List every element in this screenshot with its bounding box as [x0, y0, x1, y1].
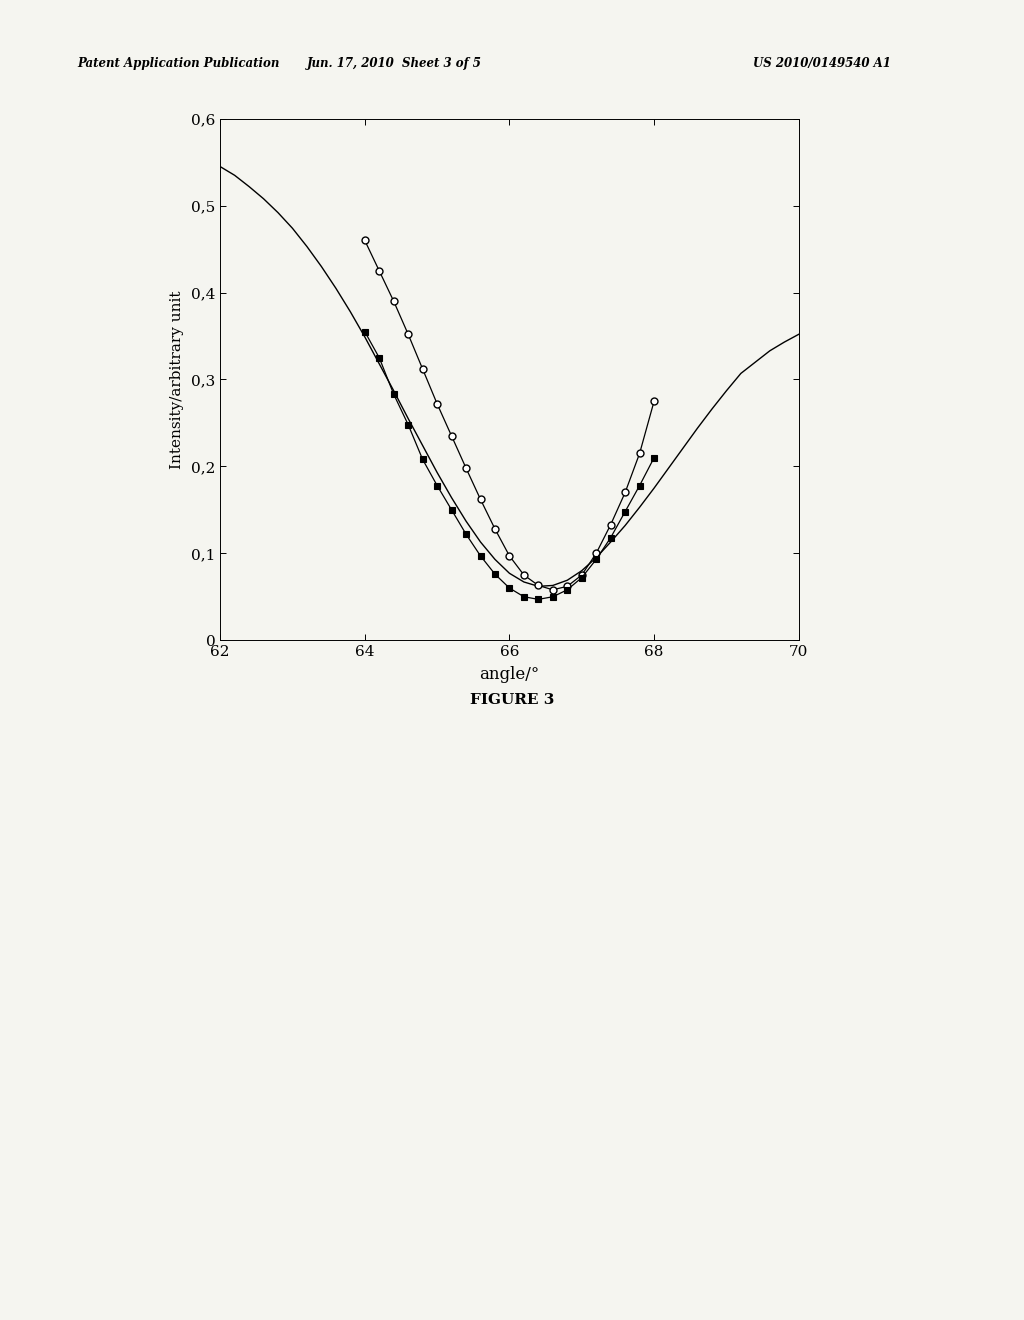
- Y-axis label: Intensity/arbitrary unit: Intensity/arbitrary unit: [170, 290, 184, 469]
- Text: US 2010/0149540 A1: US 2010/0149540 A1: [753, 57, 891, 70]
- Text: FIGURE 3: FIGURE 3: [470, 693, 554, 708]
- Text: Patent Application Publication: Patent Application Publication: [77, 57, 280, 70]
- X-axis label: angle/°: angle/°: [479, 667, 540, 682]
- Text: Jun. 17, 2010  Sheet 3 of 5: Jun. 17, 2010 Sheet 3 of 5: [307, 57, 481, 70]
